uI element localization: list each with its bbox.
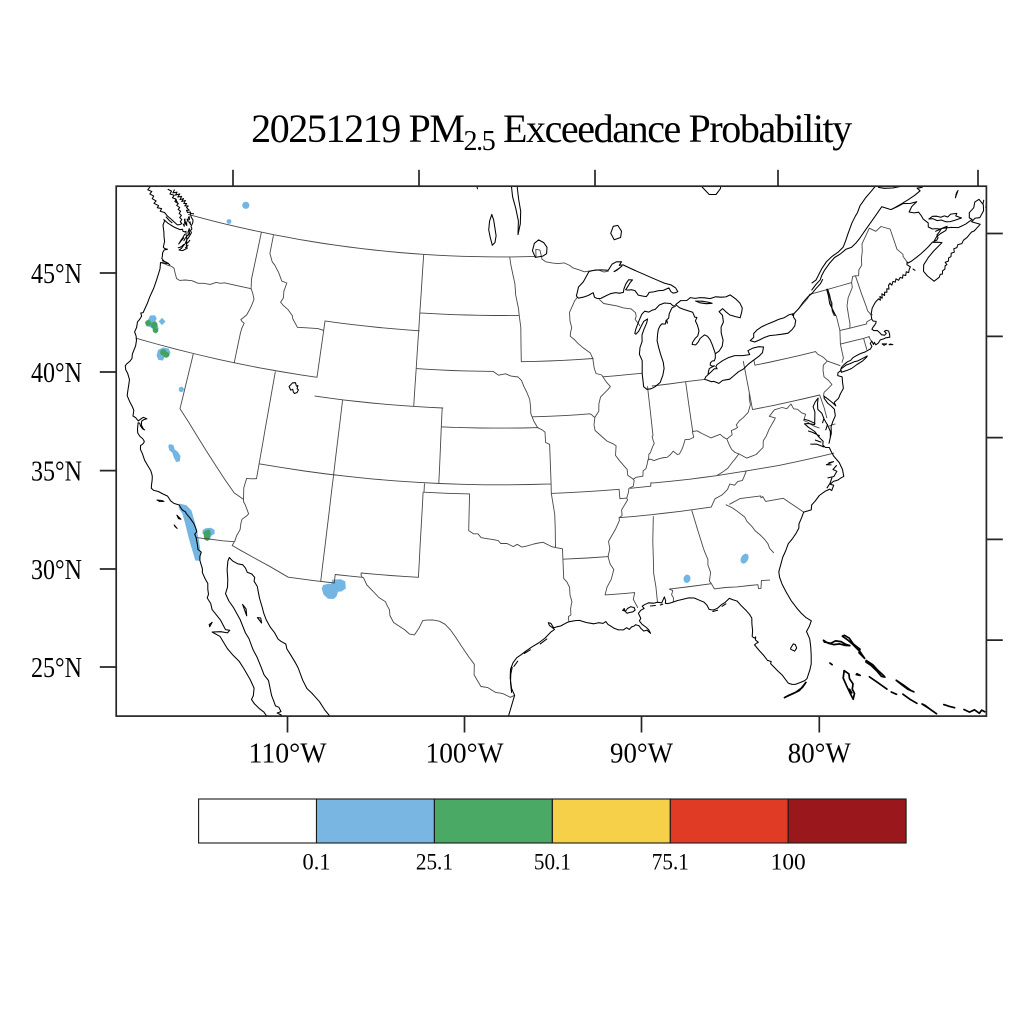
svg-text:100°W: 100°W (426, 738, 505, 770)
svg-text:30°N: 30°N (31, 554, 82, 586)
svg-text:25.1: 25.1 (416, 850, 453, 875)
svg-text:40°N: 40°N (31, 357, 82, 389)
svg-text:0.1: 0.1 (303, 850, 331, 875)
svg-text:20251219 PM2.5 Exceedance Prob: 20251219 PM2.5 Exceedance Probability (251, 106, 852, 157)
svg-text:90°W: 90°W (610, 738, 674, 770)
svg-text:75.1: 75.1 (652, 850, 689, 875)
svg-text:110°W: 110°W (249, 738, 328, 770)
svg-text:25°N: 25°N (31, 652, 82, 684)
svg-text:50.1: 50.1 (534, 850, 571, 875)
svg-text:35°N: 35°N (31, 455, 82, 487)
svg-text:80°W: 80°W (788, 738, 852, 770)
svg-text:100: 100 (771, 850, 806, 875)
svg-text:45°N: 45°N (31, 258, 82, 290)
